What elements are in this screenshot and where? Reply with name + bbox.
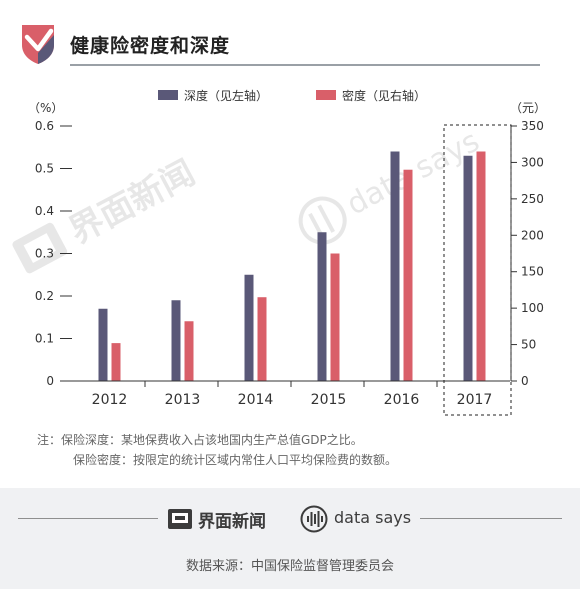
bar-density-2017 xyxy=(476,151,486,381)
notes: 注：保险深度：某地保费收入占该地国内生产总值GDP之比。 保险密度：按限定的统计… xyxy=(37,430,397,470)
left-axis-tick-label: 0.3 xyxy=(35,247,54,261)
bar-density-2015 xyxy=(330,253,340,381)
right-axis-tick-label: 200 xyxy=(521,228,544,242)
watermark: 界面新闻 data says xyxy=(12,124,485,274)
right-axis-tick-label: 300 xyxy=(521,155,544,169)
header: 健康险密度和深度 xyxy=(0,0,580,80)
bar-density-2012 xyxy=(111,343,121,381)
data-source: 数据来源：中国保险监督管理委员会 xyxy=(185,559,394,574)
right-axis-tick-label: 250 xyxy=(521,192,544,206)
left-axis-tick-label: 0 xyxy=(46,374,54,388)
left-axis-tick-label: 0.4 xyxy=(35,204,54,218)
left-axis: （%） 0 0.1 0.2 0.3 0.4 0.5 0.6 xyxy=(28,101,72,388)
title-divider xyxy=(70,64,540,66)
bar-density-2013 xyxy=(184,321,194,381)
footer-brand-right: data says xyxy=(334,508,412,527)
note-line-2-row: 保险密度：按限定的统计区域内常住人口平均保险费的数额。 xyxy=(37,450,397,470)
x-axis-tick-label: 2015 xyxy=(311,392,347,408)
note-line-2: 保险密度：按限定的统计区域内常住人口平均保险费的数额。 xyxy=(73,453,398,467)
x-axis-tick-label: 2014 xyxy=(238,392,274,408)
x-axis-tick-label: 2013 xyxy=(165,392,201,408)
left-axis-tick-label: 0.1 xyxy=(35,332,54,346)
right-axis-tick-label: 150 xyxy=(521,265,544,279)
legend-label-1: 密度（见右轴） xyxy=(342,88,426,103)
watermark-left-text: 界面新闻 xyxy=(63,153,202,252)
right-axis-tick-label: 50 xyxy=(521,338,536,352)
right-axis: （元） 0 50 100 150 200 250 300 350 xyxy=(510,101,546,388)
x-axis: 2012 2013 2014 2015 2016 2017 xyxy=(72,380,510,408)
bar-density-2014 xyxy=(257,297,267,381)
left-axis-unit: （%） xyxy=(28,101,63,115)
bar-density-2016 xyxy=(403,169,413,381)
legend-swatch-1 xyxy=(316,90,336,100)
footer xyxy=(0,488,580,589)
right-axis-tick-label: 0 xyxy=(521,374,529,388)
shield-check-icon xyxy=(22,25,54,64)
page-title: 健康险密度和深度 xyxy=(70,35,231,57)
left-axis-tick-label: 0.2 xyxy=(35,289,54,303)
highlight-box xyxy=(443,124,512,416)
bar-depth-2015 xyxy=(317,232,327,381)
x-axis-tick-label: 2017 xyxy=(457,392,493,408)
footer-divider-left xyxy=(18,518,158,519)
bar-depth-2012 xyxy=(98,308,108,381)
footer-brand-left: 界面新闻 xyxy=(198,512,266,532)
bar-depth-2014 xyxy=(244,274,254,381)
left-axis-tick-label: 0.6 xyxy=(35,119,54,133)
right-axis-tick-label: 100 xyxy=(521,301,544,315)
note-line-1: 注：保险深度：某地保费收入占该地国内生产总值GDP之比。 xyxy=(37,433,363,447)
bar-depth-2017 xyxy=(463,155,473,381)
jiemian-logo-icon xyxy=(168,509,192,529)
right-axis-tick-label: 350 xyxy=(521,119,544,133)
left-axis-tick-label: 0.5 xyxy=(35,162,54,176)
legend-swatch-0 xyxy=(158,90,178,100)
datasays-logo-icon xyxy=(300,505,328,533)
highlight-2017-box xyxy=(443,124,512,416)
bar-depth-2016 xyxy=(390,151,400,381)
chart: 界面新闻 data says 深度（见左轴） 密度（见右轴） （%） 0 0.1 0.2… xyxy=(12,88,546,416)
bars xyxy=(98,151,486,381)
x-axis-tick-label: 2012 xyxy=(92,392,128,408)
footer-brand: 界面新闻 data says xyxy=(0,496,580,542)
chart-legend: 深度（见左轴） 密度（见右轴） xyxy=(158,88,426,103)
legend-label-0: 深度（见左轴） xyxy=(184,88,268,103)
footer-divider-right xyxy=(420,518,562,519)
bar-depth-2013 xyxy=(171,300,181,381)
x-axis-tick-label: 2016 xyxy=(384,392,420,408)
right-axis-unit: （元） xyxy=(510,101,546,115)
